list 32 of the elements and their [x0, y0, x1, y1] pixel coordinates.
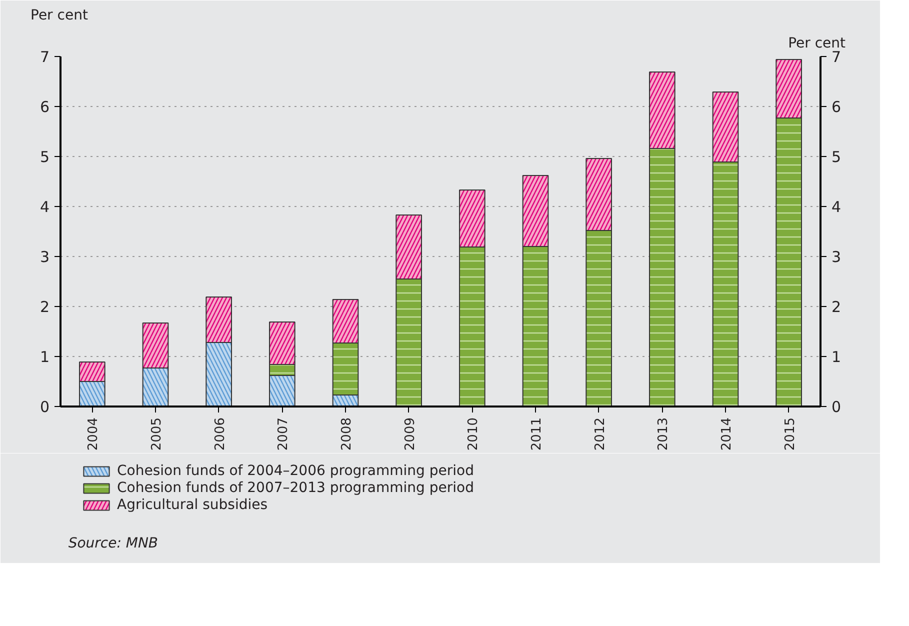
x-tick-label: 2006: [212, 417, 228, 451]
y2-tick-label: 2: [832, 298, 842, 316]
x-tick-label: 2010: [466, 417, 482, 451]
x-tick-label: 2005: [150, 417, 164, 451]
x-tick-label: 2013: [656, 417, 672, 451]
y2-tick-label: 1: [832, 348, 842, 366]
y2-tick-label: 6: [832, 98, 842, 116]
y-axis-title: Per cent: [30, 8, 88, 24]
legend-label: Cohesion funds of 2004–2006 programming period: [117, 463, 474, 479]
y-tick-label: 3: [40, 248, 50, 266]
legend-label: Cohesion funds of 2007–2013 programming period: [117, 480, 474, 496]
y-tick-label: 0: [40, 398, 50, 416]
source-note: Source: MNB: [68, 536, 158, 552]
x-tick-label: 2007: [276, 417, 292, 451]
y-tick-label: 5: [40, 148, 50, 166]
x-tick-label: 2004: [86, 417, 102, 451]
x-tick-label: 2014: [720, 417, 734, 451]
y2-tick-label: 3: [832, 248, 842, 266]
x-tick-label: 2009: [402, 417, 418, 451]
legend-label: Agricultural subsidies: [117, 497, 268, 513]
y-tick-label: 2: [40, 298, 50, 316]
x-tick-label: 2015: [782, 417, 798, 451]
y2-tick-label: 4: [832, 198, 842, 216]
y2-tick-label: 0: [832, 398, 842, 416]
x-tick-label: 2012: [592, 417, 608, 451]
x-tick-label: 2011: [530, 417, 544, 451]
y2-tick-label: 5: [832, 148, 842, 166]
y-tick-label: 4: [40, 198, 50, 216]
y-tick-label: 6: [40, 98, 50, 116]
y-tick-label: 7: [40, 48, 50, 66]
y-tick-label: 1: [40, 348, 50, 366]
x-tick-label: 2008: [340, 417, 354, 451]
